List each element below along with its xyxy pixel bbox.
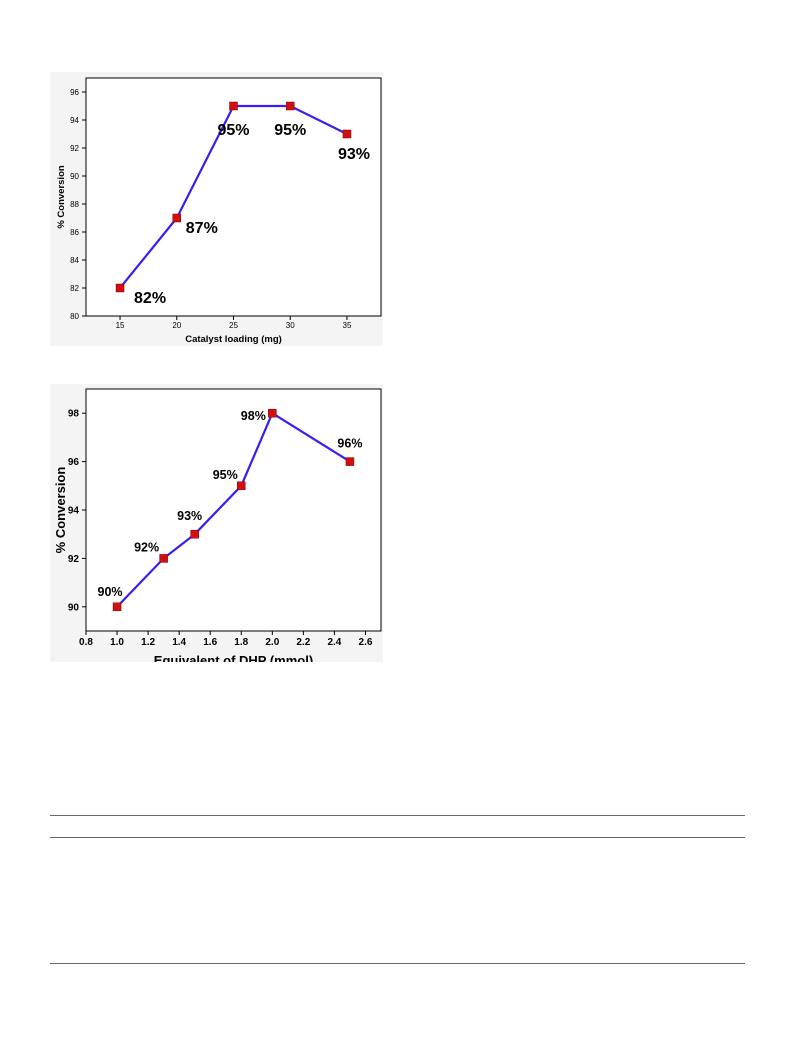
data-point — [112, 602, 122, 612]
data-label: 92% — [134, 540, 159, 554]
y-tick-label: 96 — [70, 88, 79, 97]
data-point — [268, 408, 277, 418]
data-point — [159, 554, 168, 563]
data-point — [229, 101, 238, 111]
data-label: 90% — [98, 585, 123, 599]
y-tick-label: 92 — [70, 144, 79, 153]
data-point — [285, 101, 295, 111]
plot-frame — [85, 77, 382, 317]
table-header-rule — [50, 837, 745, 838]
x-tick-label: 1.6 — [203, 637, 217, 648]
y-tick-label: 88 — [70, 200, 79, 209]
data-label: 95% — [274, 122, 306, 139]
x-tick-label: 15 — [116, 321, 125, 330]
table-top-rule — [50, 815, 745, 816]
y-tick-label: 90 — [70, 172, 79, 181]
y-tick-label: 94 — [68, 506, 80, 517]
data-label: 93% — [338, 146, 370, 163]
y-axis-label: % Conversion — [56, 165, 67, 229]
catalyst-loading-plot: 15 20 25 30 35 80 82 84 86 88 90 92 94 96 Catalyst loa… — [56, 77, 382, 345]
x-tick-label: 30 — [286, 321, 295, 330]
data-point — [345, 457, 355, 466]
series-line — [116, 412, 351, 608]
x-tick-label: 25 — [229, 321, 238, 330]
dhp-equivalent-chart: 0.8 1.0 1.2 1.4 1.6 1.8 2.0 2.2 2.4 2.6 90 92 94 96 98… — [50, 384, 383, 662]
x-tick-label: 2.6 — [359, 637, 373, 648]
x-tick-label: 1.0 — [110, 637, 124, 648]
data-point — [190, 529, 199, 539]
data-label: 95% — [217, 122, 249, 139]
x-tick-label: 1.2 — [141, 637, 155, 648]
x-tick-label: 2.4 — [327, 637, 341, 648]
data-label: 98% — [241, 409, 266, 423]
x-tick-label: 20 — [172, 321, 181, 330]
y-tick-label: 90 — [68, 602, 80, 613]
y-tick-label: 86 — [70, 228, 79, 237]
data-label: 82% — [134, 290, 166, 307]
x-tick-label: 2.2 — [296, 637, 310, 648]
y-tick-label: 92 — [68, 554, 80, 565]
table-bottom-rule — [50, 963, 745, 964]
catalyst-loading-chart: 15 20 25 30 35 80 82 84 86 88 90 92 94 96 Catalyst loa… — [50, 72, 383, 346]
x-tick-label: 0.8 — [79, 637, 93, 648]
y-tick-label: 94 — [70, 116, 79, 125]
x-tick-label: 1.4 — [172, 637, 186, 648]
data-point — [237, 481, 246, 491]
data-point — [172, 213, 182, 223]
y-tick-label: 96 — [68, 457, 80, 468]
x-tick-label: 35 — [343, 321, 352, 330]
data-label: 87% — [186, 220, 218, 237]
y-tick-label: 84 — [70, 256, 79, 265]
y-axis-label: % Conversion — [53, 467, 68, 554]
plot-frame — [85, 388, 382, 632]
x-tick-label: 1.8 — [234, 637, 248, 648]
data-label: 93% — [177, 509, 202, 523]
y-tick-label: 80 — [70, 312, 79, 321]
x-tick-label: 2.0 — [265, 637, 279, 648]
data-point — [115, 283, 125, 293]
dhp-equivalent-plot: 0.8 1.0 1.2 1.4 1.6 1.8 2.0 2.2 2.4 2.6 90 92 94 96 98… — [53, 388, 382, 662]
data-point — [342, 129, 352, 139]
x-axis-label: Equivalent of DHP (mmol) — [154, 653, 313, 662]
y-tick-label: 98 — [68, 409, 80, 420]
x-axis-label: Catalyst loading (mg) — [185, 334, 282, 345]
data-label: 95% — [213, 468, 238, 482]
data-label: 96% — [337, 437, 362, 451]
y-tick-label: 82 — [70, 284, 79, 293]
